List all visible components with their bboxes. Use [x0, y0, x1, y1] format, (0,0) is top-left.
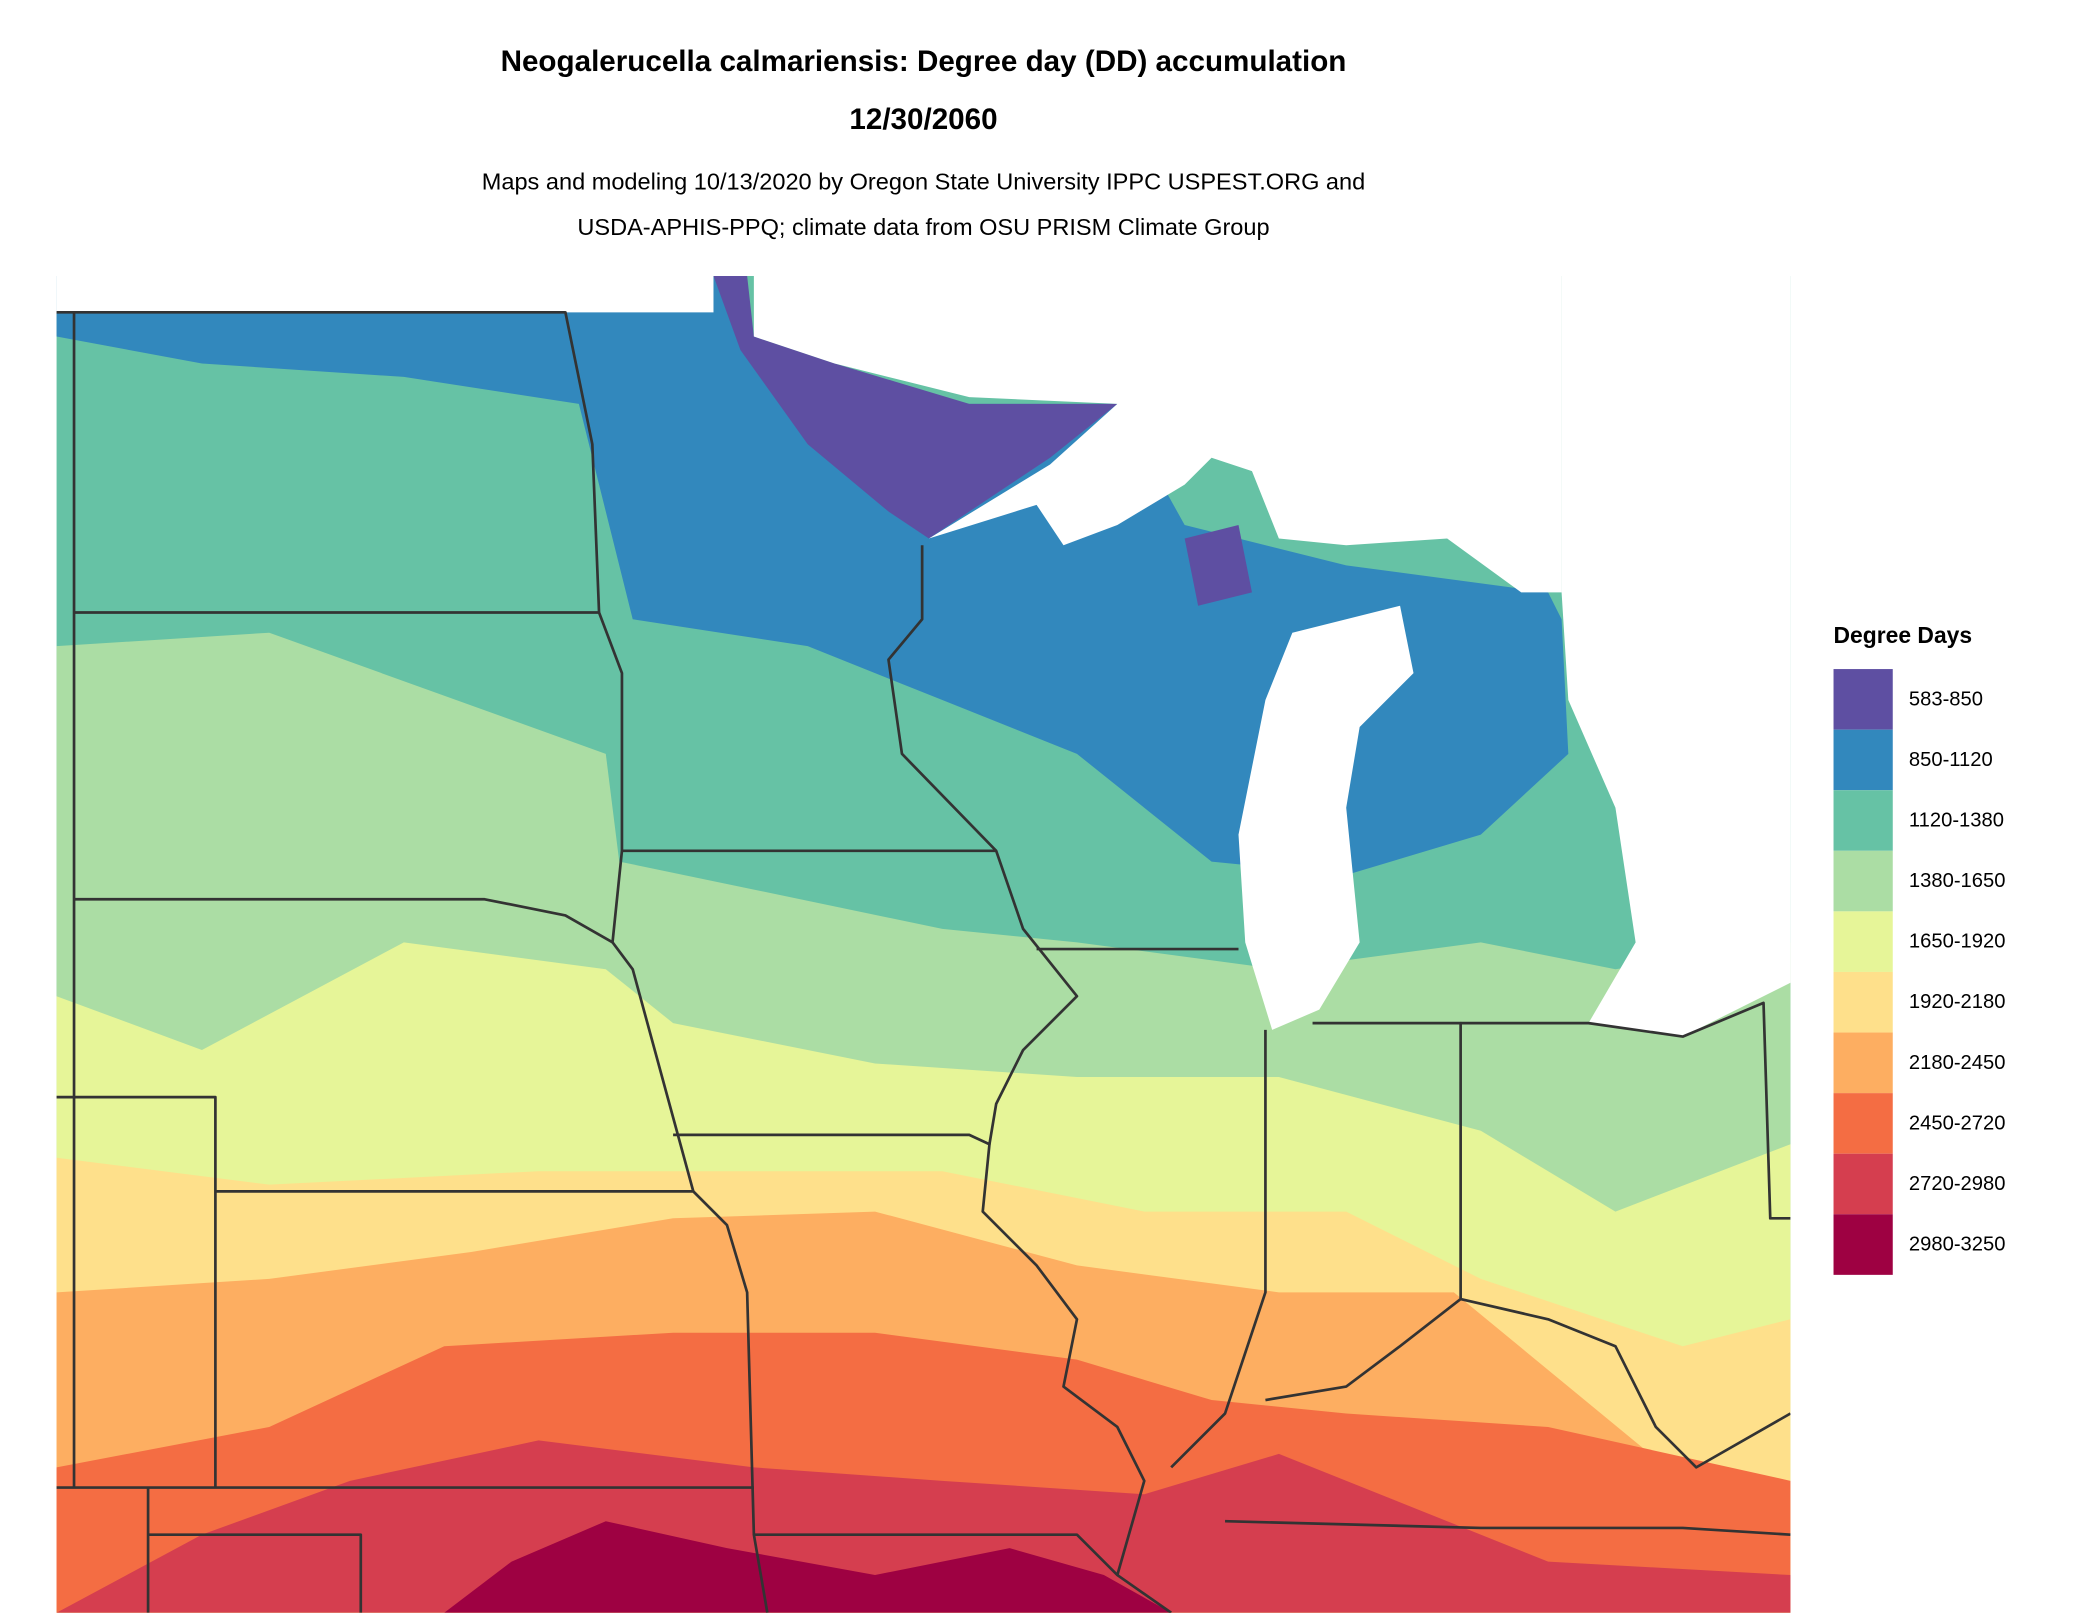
lake-superior [753, 275, 1562, 593]
heat-band [56, 1440, 1791, 1613]
legend-label: 1920-2180 [1909, 991, 2006, 1013]
state-border [673, 1133, 1146, 1576]
lake-huron-erie [1561, 275, 1791, 1037]
figure: Neogalerucella calmariensis: Degree day … [56, 45, 2006, 1613]
title: Neogalerucella calmariensis: Degree day … [501, 45, 1347, 78]
lake-michigan [1238, 605, 1414, 1030]
legend-label: 2980-3250 [1909, 1234, 2006, 1256]
outside-area [56, 275, 714, 313]
heat-band [1184, 525, 1252, 606]
legend-label: 2450-2720 [1909, 1112, 2006, 1134]
state-border [887, 545, 998, 852]
legend-swatch [1833, 850, 1893, 912]
legend-label: 583-850 [1909, 688, 1983, 710]
legend-swatch [1833, 669, 1893, 730]
state-borders [56, 310, 1791, 1613]
heat-band [444, 1521, 1172, 1613]
legend-swatch [1833, 790, 1893, 851]
subtitle: USDA-APHIS-PPQ; climate data from OSU PR… [577, 214, 1269, 240]
state-border [1265, 1021, 1462, 1402]
legend-swatch [1833, 729, 1893, 791]
subtitle: Maps and modeling 10/13/2020 by Oregon S… [482, 168, 1365, 194]
legend-swatch [1833, 1214, 1893, 1275]
state-border [74, 897, 614, 944]
map [56, 275, 1791, 1613]
legend-swatch [1833, 1032, 1893, 1094]
state-border [56, 310, 695, 1192]
legend-title: Degree Days [1834, 622, 1973, 648]
legend-label: 850-1120 [1909, 749, 1993, 771]
legend-swatch [1833, 1093, 1893, 1154]
legend-label: 2180-2450 [1909, 1052, 2006, 1074]
legend-swatch [1833, 971, 1893, 1033]
state-border [148, 1533, 363, 1613]
state-border [215, 1190, 769, 1613]
legend: Degree Days 583-850 850-1120 1120-1380 1380… [1833, 622, 2006, 1275]
legend-label: 1650-1920 [1909, 931, 2006, 953]
state-border [1460, 1001, 1791, 1220]
state-border [1170, 1029, 1267, 1469]
heat-band [713, 275, 1118, 539]
heat-band [56, 275, 1569, 876]
legend-label: 1120-1380 [1909, 810, 2004, 832]
state-border [1225, 1519, 1791, 1537]
state-border [753, 1533, 1172, 1613]
legend-label: 2720-2980 [1909, 1173, 2006, 1195]
state-border [56, 1095, 217, 1488]
date: 12/30/2060 [849, 103, 997, 136]
legend-swatch [1833, 1153, 1893, 1215]
legend-label: 1380-1650 [1909, 870, 2006, 892]
legend-swatch [1833, 911, 1893, 972]
state-border [1460, 1297, 1791, 1469]
